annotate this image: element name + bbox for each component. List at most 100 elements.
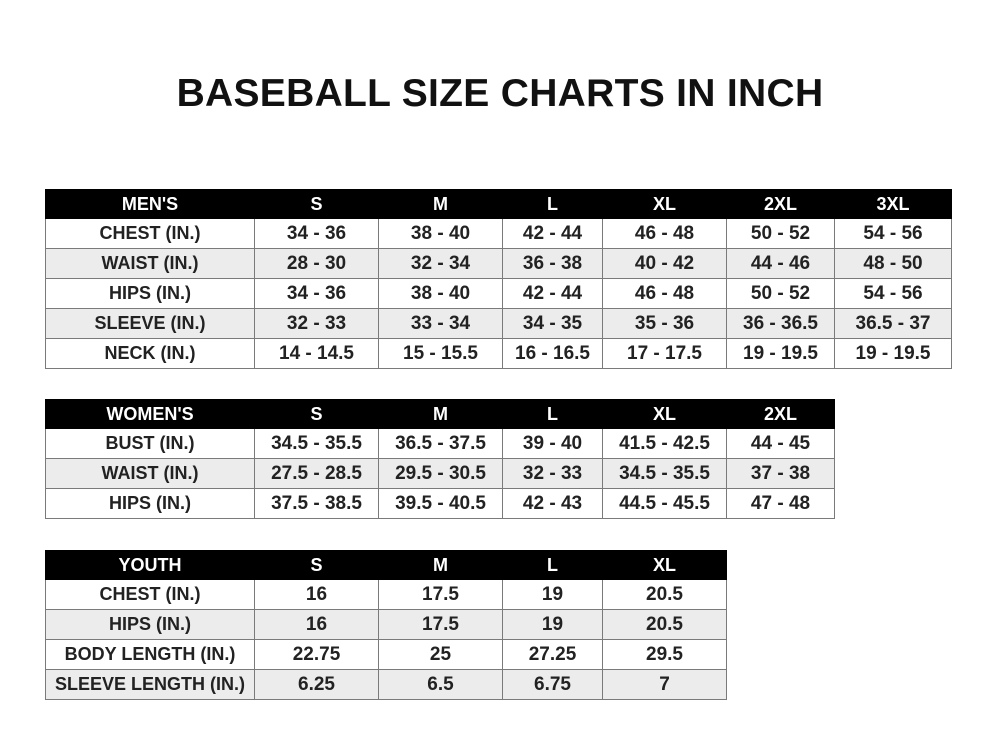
size-value: 19 - 19.5 bbox=[834, 338, 952, 369]
size-header: L bbox=[502, 399, 603, 429]
measurement-label: HIPS (IN.) bbox=[45, 609, 255, 640]
size-value: 14 - 14.5 bbox=[254, 338, 379, 369]
size-value: 36 - 38 bbox=[502, 248, 603, 279]
measurement-label: HIPS (IN.) bbox=[45, 278, 255, 309]
size-header: XL bbox=[602, 399, 727, 429]
size-value: 32 - 33 bbox=[502, 458, 603, 489]
size-header: M bbox=[378, 189, 503, 219]
size-value: 44.5 - 45.5 bbox=[602, 488, 727, 519]
size-value: 44 - 46 bbox=[726, 248, 835, 279]
table-row: WAIST (IN.) 27.5 - 28.5 29.5 - 30.5 32 - 33… bbox=[45, 458, 835, 489]
size-header: XL bbox=[602, 550, 727, 580]
size-value: 50 - 52 bbox=[726, 278, 835, 309]
size-value: 16 bbox=[254, 609, 379, 640]
size-value: 17 - 17.5 bbox=[602, 338, 727, 369]
size-value: 36 - 36.5 bbox=[726, 308, 835, 339]
table-row: HIPS (IN.) 37.5 - 38.5 39.5 - 40.5 42 - 43 4… bbox=[45, 488, 835, 519]
size-value: 32 - 34 bbox=[378, 248, 503, 279]
table-row: SLEEVE LENGTH (IN.) 6.25 6.5 6.75 7 bbox=[45, 669, 727, 700]
size-header: L bbox=[502, 550, 603, 580]
size-value: 15 - 15.5 bbox=[378, 338, 503, 369]
size-value: 34 - 36 bbox=[254, 218, 379, 249]
measurement-label: WAIST (IN.) bbox=[45, 458, 255, 489]
size-header: M bbox=[378, 399, 503, 429]
size-value: 38 - 40 bbox=[378, 278, 503, 309]
size-header: S bbox=[254, 189, 379, 219]
womens-size-table: WOMEN'S S M L XL 2XL BUST (IN.) 34.5 - 35.5 36.5… bbox=[45, 399, 835, 519]
size-value: 20.5 bbox=[602, 609, 727, 640]
size-value: 6.5 bbox=[378, 669, 503, 700]
measurement-label: CHEST (IN.) bbox=[45, 579, 255, 610]
size-value: 34.5 - 35.5 bbox=[602, 458, 727, 489]
size-value: 50 - 52 bbox=[726, 218, 835, 249]
size-value: 48 - 50 bbox=[834, 248, 952, 279]
measurement-label: WAIST (IN.) bbox=[45, 248, 255, 279]
size-value: 46 - 48 bbox=[602, 278, 727, 309]
size-header: S bbox=[254, 550, 379, 580]
size-header: 2XL bbox=[726, 399, 835, 429]
table-row: BODY LENGTH (IN.) 22.75 25 27.25 29.5 bbox=[45, 639, 727, 670]
category-header: YOUTH bbox=[45, 550, 255, 580]
size-value: 46 - 48 bbox=[602, 218, 727, 249]
table-header-row: MEN'S S M L XL 2XL 3XL bbox=[45, 189, 952, 219]
table-row: CHEST (IN.) 34 - 36 38 - 40 42 - 44 46 - 48 5… bbox=[45, 218, 952, 249]
size-value: 39.5 - 40.5 bbox=[378, 488, 503, 519]
table-row: HIPS (IN.) 16 17.5 19 20.5 bbox=[45, 609, 727, 640]
category-header: WOMEN'S bbox=[45, 399, 255, 429]
size-value: 27.5 - 28.5 bbox=[254, 458, 379, 489]
size-value: 37.5 - 38.5 bbox=[254, 488, 379, 519]
mens-size-table: MEN'S S M L XL 2XL 3XL CHEST (IN.) 34 - 36 38 - 4… bbox=[45, 189, 952, 369]
size-value: 54 - 56 bbox=[834, 278, 952, 309]
size-value: 34.5 - 35.5 bbox=[254, 428, 379, 459]
size-value: 35 - 36 bbox=[602, 308, 727, 339]
measurement-label: BODY LENGTH (IN.) bbox=[45, 639, 255, 670]
size-value: 36.5 - 37.5 bbox=[378, 428, 503, 459]
measurement-label: BUST (IN.) bbox=[45, 428, 255, 459]
size-header: M bbox=[378, 550, 503, 580]
size-value: 39 - 40 bbox=[502, 428, 603, 459]
size-value: 28 - 30 bbox=[254, 248, 379, 279]
table-row: CHEST (IN.) 16 17.5 19 20.5 bbox=[45, 579, 727, 610]
size-value: 6.75 bbox=[502, 669, 603, 700]
size-value: 29.5 - 30.5 bbox=[378, 458, 503, 489]
size-value: 7 bbox=[602, 669, 727, 700]
size-value: 54 - 56 bbox=[834, 218, 952, 249]
size-value: 41.5 - 42.5 bbox=[602, 428, 727, 459]
measurement-label: HIPS (IN.) bbox=[45, 488, 255, 519]
size-header: 2XL bbox=[726, 189, 835, 219]
size-value: 34 - 35 bbox=[502, 308, 603, 339]
size-value: 16 - 16.5 bbox=[502, 338, 603, 369]
table-header-row: YOUTH S M L XL bbox=[45, 550, 727, 580]
size-value: 6.25 bbox=[254, 669, 379, 700]
size-value: 29.5 bbox=[602, 639, 727, 670]
measurement-label: CHEST (IN.) bbox=[45, 218, 255, 249]
size-value: 42 - 44 bbox=[502, 278, 603, 309]
size-value: 42 - 43 bbox=[502, 488, 603, 519]
table-row: BUST (IN.) 34.5 - 35.5 36.5 - 37.5 39 - 40 4… bbox=[45, 428, 835, 459]
size-value: 17.5 bbox=[378, 609, 503, 640]
size-value: 42 - 44 bbox=[502, 218, 603, 249]
size-value: 25 bbox=[378, 639, 503, 670]
measurement-label: SLEEVE (IN.) bbox=[45, 308, 255, 339]
size-value: 44 - 45 bbox=[726, 428, 835, 459]
table-row: HIPS (IN.) 34 - 36 38 - 40 42 - 44 46 - 48 50… bbox=[45, 278, 952, 309]
table-row: WAIST (IN.) 28 - 30 32 - 34 36 - 38 40 - 42 4… bbox=[45, 248, 952, 279]
table-header-row: WOMEN'S S M L XL 2XL bbox=[45, 399, 835, 429]
size-header: S bbox=[254, 399, 379, 429]
size-value: 22.75 bbox=[254, 639, 379, 670]
table-row: NECK (IN.) 14 - 14.5 15 - 15.5 16 - 16.5 17 … bbox=[45, 338, 952, 369]
size-value: 16 bbox=[254, 579, 379, 610]
size-value: 33 - 34 bbox=[378, 308, 503, 339]
size-value: 40 - 42 bbox=[602, 248, 727, 279]
size-header: XL bbox=[602, 189, 727, 219]
size-value: 32 - 33 bbox=[254, 308, 379, 339]
size-value: 27.25 bbox=[502, 639, 603, 670]
size-value: 20.5 bbox=[602, 579, 727, 610]
measurement-label: SLEEVE LENGTH (IN.) bbox=[45, 669, 255, 700]
size-value: 38 - 40 bbox=[378, 218, 503, 249]
size-header: L bbox=[502, 189, 603, 219]
size-value: 36.5 - 37 bbox=[834, 308, 952, 339]
size-value: 17.5 bbox=[378, 579, 503, 610]
table-row: SLEEVE (IN.) 32 - 33 33 - 34 34 - 35 35 - 36… bbox=[45, 308, 952, 339]
size-value: 34 - 36 bbox=[254, 278, 379, 309]
